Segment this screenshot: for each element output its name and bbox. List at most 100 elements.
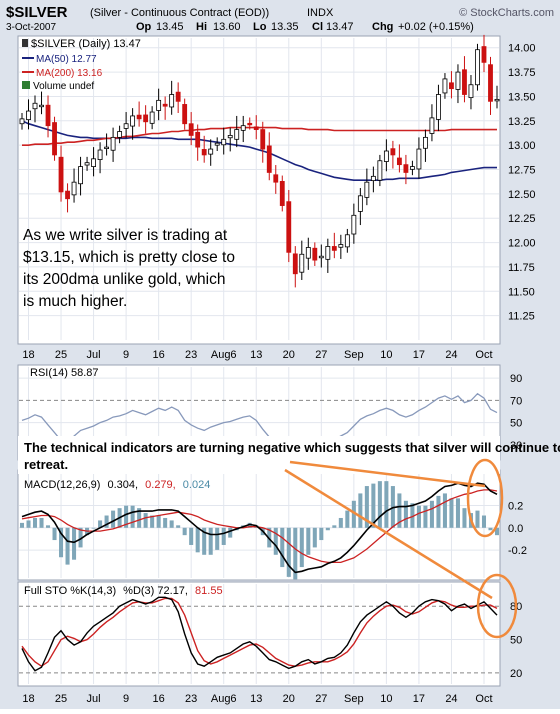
- macd-histogram-bar: [442, 493, 447, 528]
- candle-body: [240, 125, 246, 131]
- annotation-arrow-line: [284, 468, 493, 600]
- open-label: Op: [136, 21, 152, 33]
- legend-sto-k: 81.55: [195, 585, 223, 597]
- macd-histogram-bar: [351, 500, 356, 528]
- legend-signal-value: 0.279,: [145, 479, 176, 491]
- candle-body: [377, 160, 383, 181]
- candle-body: [234, 129, 240, 140]
- legend-macd-value: 0.304,: [107, 479, 138, 491]
- macd-histogram-bar: [78, 527, 83, 548]
- candle-body: [143, 114, 149, 123]
- x-tick-label: 18: [22, 349, 34, 361]
- x-tick-label: 10: [380, 693, 392, 705]
- close-value: 13.47: [326, 21, 354, 33]
- y-tick-label: 12.50: [508, 189, 536, 201]
- candle-body: [208, 148, 214, 155]
- candle-body: [462, 69, 467, 95]
- macd-line: [21, 482, 498, 574]
- x-tick-label: Jul: [87, 693, 101, 705]
- candlestick-layer: [19, 34, 500, 288]
- candle-body: [253, 126, 259, 130]
- candle-body: [32, 102, 38, 110]
- candle-body: [423, 136, 428, 149]
- candle-body: [19, 118, 25, 125]
- candle-body: [273, 174, 279, 183]
- legend-sto-name: Full STO %K(14,3): [24, 585, 116, 597]
- candle-body: [318, 255, 324, 259]
- rsi-tick-label: 30: [510, 440, 522, 452]
- rsi-line: [21, 392, 498, 455]
- x-tick-label: 16: [153, 349, 165, 361]
- candle-body: [383, 150, 389, 162]
- x-tick-label: 13: [250, 693, 262, 705]
- chart-symbol: $SILVER: [6, 4, 68, 21]
- legend-ma200: MA(200) 13.16: [36, 68, 103, 79]
- macd-histogram-bar: [488, 527, 493, 531]
- macd-histogram-bar: [286, 527, 291, 577]
- ma50-line: [21, 120, 497, 181]
- candle-body: [175, 91, 181, 102]
- low-label: Lo: [253, 21, 267, 33]
- x-tick-label: Aug6: [211, 349, 237, 361]
- y-tick-label: 13.25: [508, 116, 536, 128]
- candle-body: [305, 247, 311, 259]
- low-value: 13.35: [271, 21, 299, 33]
- macd-histogram-bar: [325, 527, 330, 531]
- y-tick-label: 11.75: [508, 262, 535, 274]
- legend-ma50: MA(50) 12.77: [36, 54, 97, 65]
- macd-histogram-bar: [494, 527, 500, 536]
- y-tick-label: 12.25: [508, 213, 536, 225]
- candle-body: [65, 190, 70, 200]
- annotation-line-4: is much higher.: [23, 293, 127, 310]
- macd-histogram-bar: [130, 505, 135, 528]
- x-tick-label: 20: [283, 349, 295, 361]
- x-tick-label: 27: [315, 349, 327, 361]
- change-label: Chg: [372, 21, 393, 33]
- y-tick-label: 13.50: [508, 91, 536, 103]
- macd-histogram-bar: [104, 515, 109, 528]
- candle-body: [39, 104, 44, 108]
- comment-line-2: retreat.: [24, 457, 68, 472]
- sto-k-line: [21, 596, 498, 672]
- macd-histogram-bar: [384, 481, 389, 528]
- sto-panel: [17, 581, 501, 687]
- macd-histogram-bar: [221, 527, 226, 545]
- macd-histogram-bar: [397, 493, 402, 528]
- candle-body: [481, 46, 487, 63]
- macd-histogram-bar: [429, 500, 434, 528]
- x-tick-label: Sep: [344, 349, 364, 361]
- macd-histogram-bar: [462, 508, 467, 528]
- x-tick-label: 25: [55, 693, 67, 705]
- macd-histogram-bar: [189, 527, 194, 545]
- candle-body: [91, 158, 96, 167]
- candle-body: [58, 156, 64, 193]
- macd-histogram-bar: [59, 527, 64, 558]
- y-tick-label: 12.75: [508, 165, 536, 177]
- x-tick-label: Sep: [344, 693, 364, 705]
- header-date: 3-Oct-2007: [6, 22, 56, 33]
- macd-histogram-bar: [111, 510, 116, 528]
- y-tick-label: 13.00: [508, 140, 536, 152]
- candle-body: [409, 166, 415, 170]
- legend-price: $SILVER (Daily) 13.47: [31, 38, 141, 50]
- macd-signal-line: [21, 489, 498, 564]
- y-tick-label: 11.25: [508, 311, 535, 323]
- candle-body: [188, 123, 194, 136]
- macd-histogram-bar: [215, 527, 220, 550]
- macd-histogram-bar: [455, 498, 460, 528]
- rsi-tick-label: 90: [510, 373, 522, 385]
- macd-histogram-bar: [436, 495, 441, 528]
- candle-body: [468, 84, 474, 99]
- macd-histogram-bar: [91, 527, 96, 529]
- macd-histogram-bar: [312, 527, 317, 548]
- candle-body: [195, 131, 201, 148]
- x-tick-label: Oct: [475, 693, 492, 705]
- candle-body: [247, 122, 253, 126]
- macd-histogram-bar: [293, 527, 298, 580]
- x-tick-label: 18: [22, 693, 34, 705]
- candle-body: [97, 149, 103, 160]
- candle-body: [331, 246, 337, 251]
- legend-rsi: RSI(14) 58.87: [30, 367, 98, 379]
- legend-macd-name: MACD(12,26,9): [24, 479, 100, 491]
